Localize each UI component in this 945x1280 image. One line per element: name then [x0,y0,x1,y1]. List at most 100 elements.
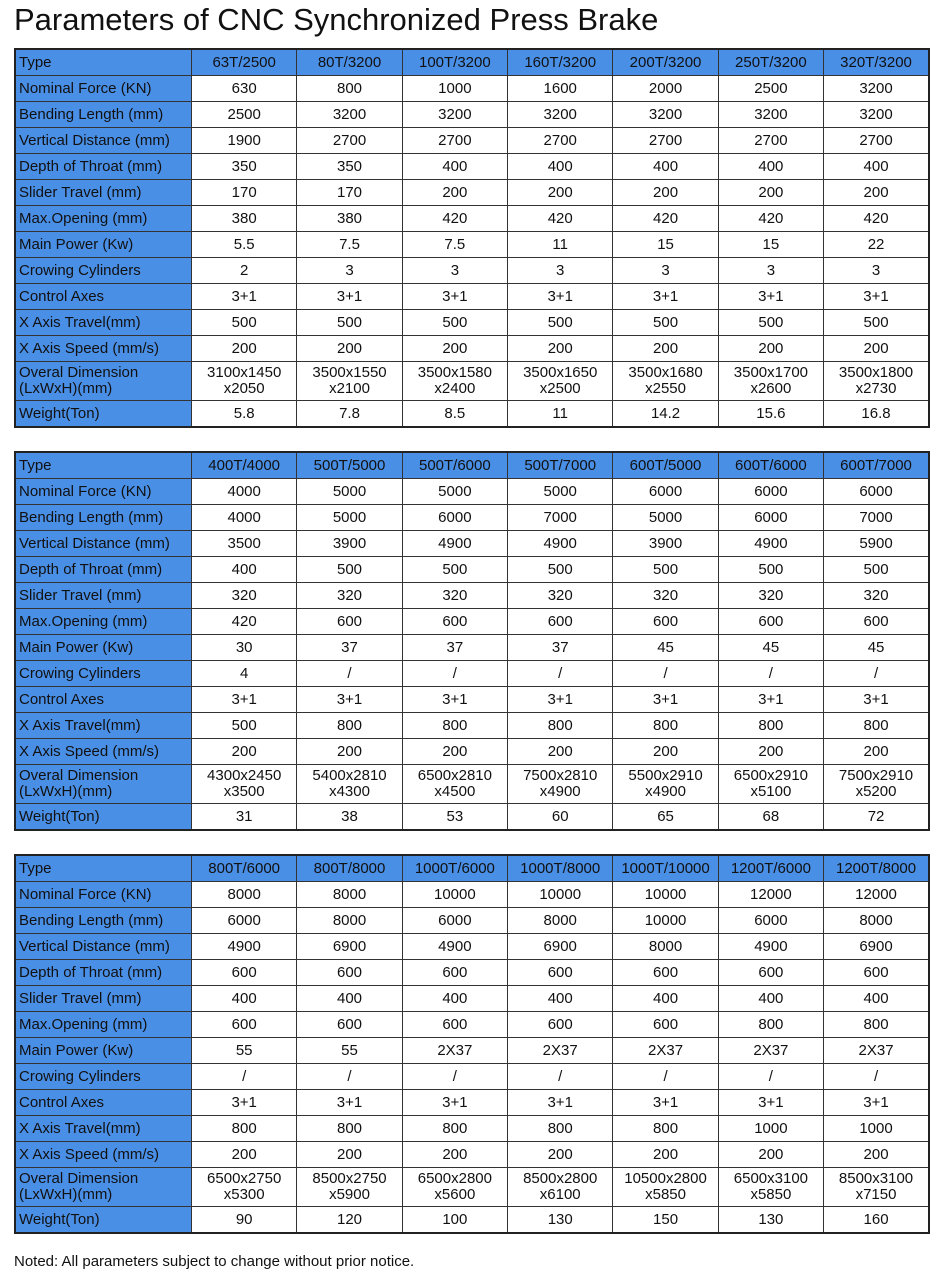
table-cell: / [190,1063,298,1090]
table-cell: 500 [612,556,719,583]
table-row: Main Power (Kw) 55 55 2X37 2X37 2X37 2X37 2X37 [14,1037,930,1064]
table-cell: 45 [717,634,825,661]
table-cell: 3200 [612,101,719,128]
table-cell: 200 [401,1141,509,1168]
table-cell: 200 [823,1141,930,1168]
table-cell: 3200 [296,101,403,128]
table-cell: 170 [190,179,298,206]
table-row: Depth of Throat (mm) 350 350 400 400 400 400 40… [14,153,930,180]
table-cell: 8000 [190,881,298,908]
table-cell: 320 [823,582,930,609]
model-header: 1200T/8000 [823,854,930,882]
table-row: Control Axes 3+1 3+1 3+1 3+1 3+1 3+1 3+1 [14,686,930,713]
row-label: Type [14,48,192,76]
table-cell: 800 [296,712,403,739]
table-cell: 8000 [296,907,403,934]
table-row: Overal Dimension (LxWxH)(mm) 6500x2750 x530… [14,1167,930,1207]
table-cell: 30 [190,634,298,661]
table-cell: 200 [507,179,614,206]
table-cell: 10000 [401,881,509,908]
table-cell: / [823,660,930,687]
table-cell: 420 [612,205,719,232]
table-cell: 65 [612,803,719,831]
table-cell: 5.5 [190,231,298,258]
table-cell: 400 [823,985,930,1012]
table-cell: 10000 [612,881,719,908]
table-cell: 200 [401,738,509,765]
table-cell: 6500x3100 x5850 [717,1167,825,1207]
table-cell: 170 [296,179,403,206]
table-row: Type 400T/4000 500T/5000 500T/6000 500T/7000… [14,451,930,479]
table-cell: 800 [401,712,509,739]
table-cell: 6900 [507,933,614,960]
row-label: Overal Dimension (LxWxH)(mm) [14,361,192,401]
table-cell: 500 [401,556,509,583]
table-cell: 15 [612,231,719,258]
table-cell: 5500x2910 x4900 [612,764,719,804]
table-cell: 3+1 [823,283,930,310]
table-cell: 3100x1450 x2050 [190,361,298,401]
table-cell: 16.8 [823,400,930,428]
table-cell: 600 [507,1011,614,1038]
row-label: Vertical Distance (mm) [14,933,192,960]
row-label: Nominal Force (KN) [14,478,192,505]
table-cell: 6500x2910 x5100 [717,764,825,804]
table-cell: 600 [717,959,825,986]
row-label: Nominal Force (KN) [14,881,192,908]
table-cell: 6000 [717,504,825,531]
table-cell: 2X37 [401,1037,509,1064]
table-cell: 200 [507,335,614,362]
table-cell: 22 [823,231,930,258]
table-cell: 3+1 [190,686,298,713]
row-label: Max.Opening (mm) [14,205,192,232]
table-cell: 3200 [823,101,930,128]
table-cell: 2700 [507,127,614,154]
table-cell: 800 [717,712,825,739]
table-cell: 200 [507,1141,614,1168]
row-label: X Axis Travel(mm) [14,1115,192,1142]
table-cell: 320 [717,582,825,609]
table-cell: 8000 [296,881,403,908]
table-cell: 320 [507,582,614,609]
table-cell: 200 [190,738,298,765]
table-cell: 6000 [717,907,825,934]
table-cell: 3 [296,257,403,284]
table-cell: 5000 [296,504,403,531]
table-cell: 200 [296,1141,403,1168]
footnote: Noted: All parameters subject to change … [14,1253,415,1270]
table-cell: 200 [190,1141,298,1168]
row-label: Control Axes [14,1089,192,1116]
model-header: 1000T/8000 [507,854,614,882]
table-cell: 45 [612,634,719,661]
table-row: Bending Length (mm) 4000 5000 6000 7000 5000 6… [14,504,930,531]
table-cell: 320 [401,582,509,609]
table-cell: 1000 [717,1115,825,1142]
table-row: Slider Travel (mm) 170 170 200 200 200 200 200 [14,179,930,206]
table-cell: 37 [296,634,403,661]
table-cell: 500 [507,556,614,583]
table-cell: 6000 [401,504,509,531]
table-row: Nominal Force (KN) 4000 5000 5000 5000 6000 60… [14,478,930,505]
table-cell: 200 [612,179,719,206]
table-cell: 800 [823,1011,930,1038]
table-row: Main Power (Kw) 5.5 7.5 7.5 11 15 15 22 [14,231,930,258]
row-label: Nominal Force (KN) [14,75,192,102]
table-cell: 2500 [190,101,298,128]
row-label: Max.Opening (mm) [14,608,192,635]
table-cell: 3 [717,257,825,284]
table-row: X Axis Speed (mm/s) 200 200 200 200 200 200 200 [14,335,930,362]
table-cell: 45 [823,634,930,661]
table-cell: 31 [190,803,298,831]
table-cell: 600 [823,959,930,986]
row-label: Overal Dimension (LxWxH)(mm) [14,1167,192,1207]
table-cell: 200 [823,179,930,206]
row-label: Main Power (Kw) [14,1037,192,1064]
table-cell: 420 [401,205,509,232]
table-cell: 12000 [717,881,825,908]
table-cell: 5000 [612,504,719,531]
table-cell: 320 [190,582,298,609]
row-label: Bending Length (mm) [14,907,192,934]
table-cell: 5400x2810 x4300 [296,764,403,804]
table-cell: 6000 [190,907,298,934]
model-header: 600T/7000 [823,451,930,479]
